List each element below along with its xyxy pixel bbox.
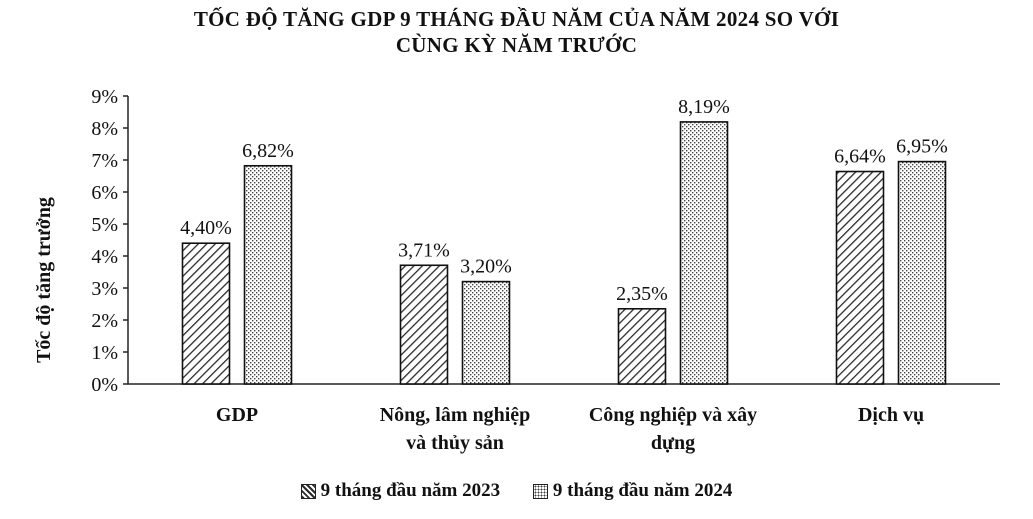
data-label: 3,20% [460, 256, 512, 278]
y-tick-label: 6% [91, 182, 118, 204]
data-label: 3,71% [398, 239, 450, 261]
category-label: dựng [651, 432, 695, 454]
bar-2024 [461, 280, 511, 385]
legend-item-2024: 9 tháng đầu năm 2024 [532, 480, 733, 502]
data-label: 2,35% [616, 283, 668, 305]
y-tick-label: 7% [91, 150, 118, 172]
legend-label-2024: 9 tháng đầu năm 2024 [552, 480, 733, 501]
y-tick-label: 9% [91, 86, 118, 108]
category-label: và thủy sản [406, 432, 504, 454]
y-tick-label: 4% [91, 246, 118, 268]
category-label: Nông, lâm nghiệp [380, 404, 531, 426]
bar-2024 [897, 160, 947, 385]
bar-2023 [399, 264, 449, 385]
legend-label-2023: 9 tháng đầu năm 2023 [320, 480, 501, 501]
bar-2023 [181, 242, 231, 385]
bar-2023 [835, 170, 885, 385]
y-tick-label: 1% [91, 342, 118, 364]
y-tick-label: 8% [91, 118, 118, 140]
data-label: 8,19% [678, 96, 730, 118]
category-label: Công nghiệp và xây [589, 404, 757, 426]
data-label: 4,40% [180, 217, 232, 239]
bar-2023 [617, 307, 667, 385]
bar-2024 [679, 121, 729, 385]
category-label: GDP [216, 404, 258, 426]
data-label: 6,82% [242, 140, 294, 162]
chart-title: TỐC ĐỘ TĂNG GDP 9 THÁNG ĐẦU NĂM CỦA NĂM … [0, 6, 1033, 58]
bar-2024 [243, 164, 293, 385]
legend-swatch-2023 [300, 483, 316, 499]
y-tick-label: 0% [91, 374, 118, 396]
chart-title-line-1: TỐC ĐỘ TĂNG GDP 9 THÁNG ĐẦU NĂM CỦA NĂM … [193, 7, 840, 31]
y-axis-title: Tốc độ tăng trưởng [33, 197, 55, 363]
y-tick-label: 5% [91, 214, 118, 236]
data-label: 6,95% [896, 136, 948, 158]
y-tick-label: 3% [91, 278, 118, 300]
chart-title-line-2: CÙNG KỲ NĂM TRƯỚC [395, 33, 638, 57]
data-label: 6,64% [834, 146, 886, 168]
legend-item-2023: 9 tháng đầu năm 2023 [300, 480, 501, 502]
category-label: Dịch vụ [858, 404, 924, 426]
legend-swatch-2024 [532, 483, 548, 499]
y-tick-label: 2% [91, 310, 118, 332]
legend: 9 tháng đầu năm 2023 9 tháng đầu năm 202… [0, 480, 1033, 505]
